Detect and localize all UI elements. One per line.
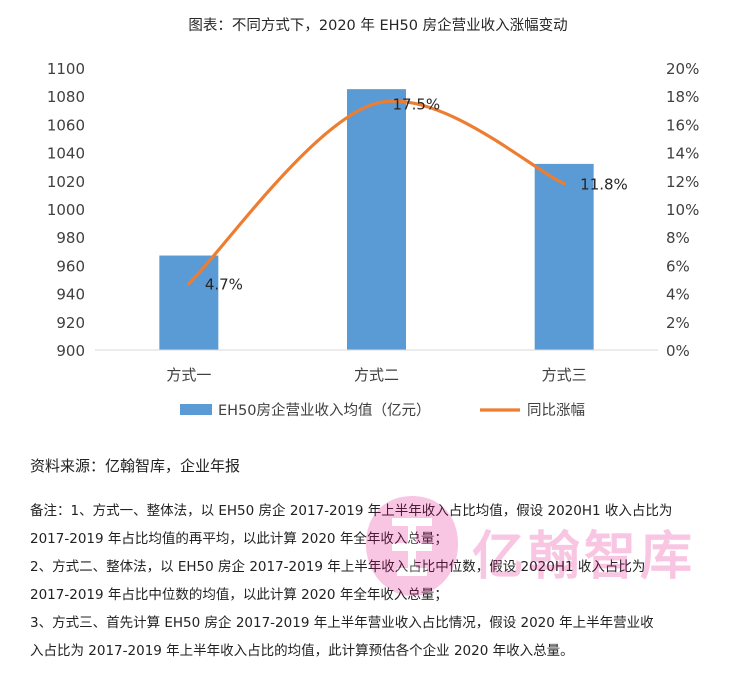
note-line: 3、方式三、首先计算 EH50 房企 2017-2019 年上半年营业收入占比情… [30,615,654,631]
y-right-tick-label: 0% [666,342,690,360]
y-left-tick-label: 1100 [47,60,85,78]
y-right-tick-label: 20% [666,60,699,78]
y-left-tick-label: 1020 [47,173,85,191]
x-tick-label: 方式三 [542,366,587,384]
line-data-label: 11.8% [580,176,628,194]
note-line: 2017-2019 年占比中位数的均值，以此计算 2020 年全年收入总量； [30,587,448,603]
y-left-tick-label: 960 [56,257,85,275]
y-right-tick-label: 4% [666,286,690,304]
notes: 备注：1、方式一、整体法，以 EH50 房企 2017-2019 年上半年收入占… [30,497,730,665]
y-left-tick-label: 920 [56,314,85,332]
y-right-tick-label: 14% [666,145,699,163]
y-left-tick-label: 1000 [47,201,85,219]
y-left-tick-label: 940 [56,286,85,304]
growth-line [187,99,566,286]
y-right-tick-label: 10% [666,201,699,219]
note-line: 备注：1、方式一、整体法，以 EH50 房企 2017-2019 年上半年收入占… [30,503,673,519]
note-line: 入占比为 2017-2019 年上半年收入占比的均值，此计算预估各个企业 202… [30,643,574,659]
y-right-tick-label: 18% [666,88,699,106]
line-data-label: 17.5% [393,95,441,113]
x-tick-label: 方式二 [354,366,399,384]
y-left-tick-label: 1040 [47,145,85,163]
note-line: 2017-2019 年占比均值的再平均，以此计算 2020 年全年收入总量； [30,531,448,547]
bar [159,255,219,350]
note-line: 2、方式二、整体法，以 EH50 房企 2017-2019 年上半年收入占比中位… [30,559,646,575]
legend-line-label: 同比涨幅 [527,402,585,419]
y-right-tick-label: 2% [666,314,690,332]
y-right-tick-label: 16% [666,116,699,134]
y-left-tick-label: 1080 [47,88,85,106]
line-data-label: 4.7% [205,276,243,294]
y-right-tick-label: 6% [666,257,690,275]
y-left-tick-label: 980 [56,229,85,247]
source-note: 资料来源：亿翰智库，企业年报 [30,457,241,475]
legend-bar-swatch [180,404,212,415]
bar [347,89,406,351]
y-right-tick-label: 8% [666,229,690,247]
y-left-tick-label: 1060 [47,116,85,134]
x-tick-label: 方式一 [166,366,211,384]
y-right-tick-label: 12% [666,173,699,191]
bar [534,163,594,350]
chart-title: 图表：不同方式下，2020 年 EH50 房企营业收入涨幅变动 [188,16,567,34]
chart: 图表：不同方式下，2020 年 EH50 房企营业收入涨幅变动 900 920 940… [47,16,700,419]
y-left-tick-label: 900 [56,342,85,360]
legend-bar-label: EH50房企营业收入均值（亿元） [218,401,431,419]
